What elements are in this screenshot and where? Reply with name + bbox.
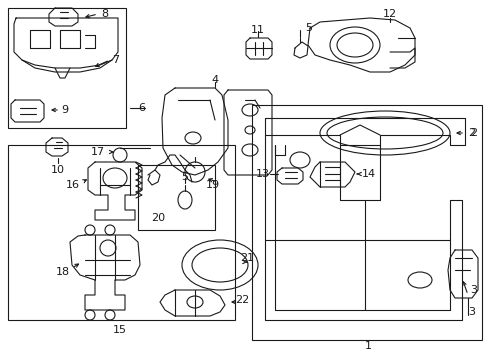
Text: 12: 12 xyxy=(382,9,396,19)
Text: 10: 10 xyxy=(51,165,65,175)
Text: 8: 8 xyxy=(101,9,108,19)
Text: 2: 2 xyxy=(467,128,474,138)
Text: 2: 2 xyxy=(469,128,476,138)
Text: 18: 18 xyxy=(56,267,70,277)
Text: 21: 21 xyxy=(240,253,254,263)
Text: 7: 7 xyxy=(112,55,119,65)
Text: 6: 6 xyxy=(138,103,145,113)
Text: 20: 20 xyxy=(151,213,165,223)
Text: 15: 15 xyxy=(113,325,127,335)
Text: 22: 22 xyxy=(235,295,249,305)
Text: 11: 11 xyxy=(250,25,264,35)
Bar xyxy=(251,105,481,340)
Text: 19: 19 xyxy=(205,180,220,190)
Text: 16: 16 xyxy=(66,180,80,190)
Bar xyxy=(138,165,215,230)
Text: 3: 3 xyxy=(469,285,476,295)
Text: 14: 14 xyxy=(361,169,375,179)
Text: 4: 4 xyxy=(211,75,218,85)
Bar xyxy=(8,145,235,320)
Text: 13: 13 xyxy=(256,169,269,179)
Text: 5: 5 xyxy=(305,23,312,33)
Text: 1: 1 xyxy=(364,341,371,351)
Bar xyxy=(8,8,126,128)
Text: 5: 5 xyxy=(181,172,188,182)
Text: 3: 3 xyxy=(467,307,474,317)
Text: 17: 17 xyxy=(91,147,105,157)
Text: 9: 9 xyxy=(61,105,68,115)
